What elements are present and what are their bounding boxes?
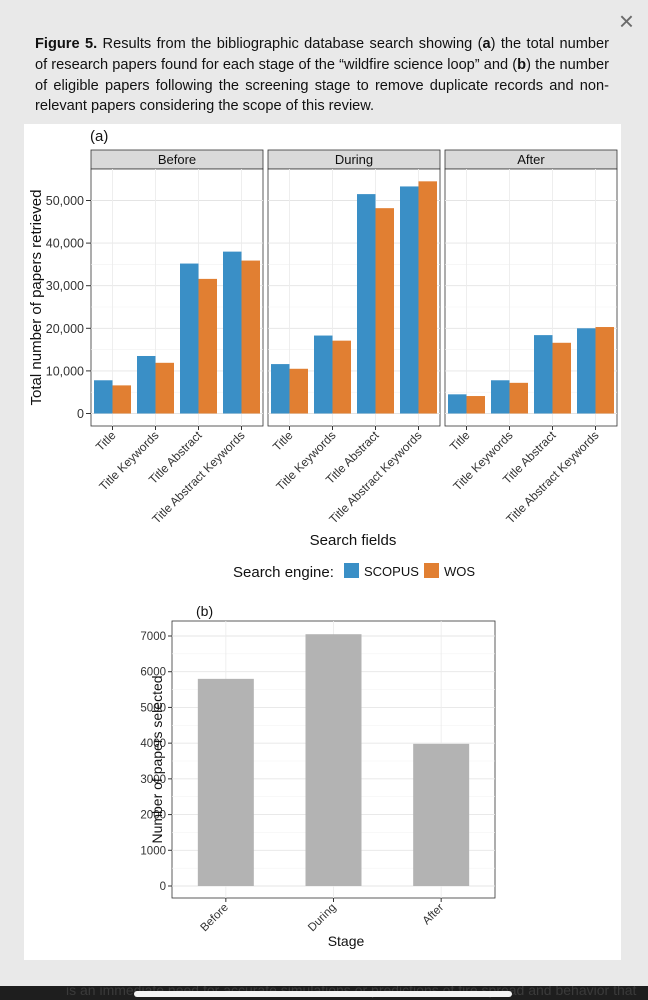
chart-a-bar-wos [418, 181, 437, 414]
chart-a-facet-label: During [335, 152, 373, 167]
chart-b-bar [305, 634, 362, 886]
chart-a-bar-wos [112, 385, 131, 414]
legend-label-wos: WOS [444, 564, 475, 579]
chart-b-xtick-label: Before [199, 902, 231, 934]
chart-a-bar-scopus [180, 263, 199, 414]
chart-a-facet-label: After [517, 152, 545, 167]
chart-a-bar-wos [375, 208, 394, 414]
chart-b-xtick-label: During [306, 902, 338, 934]
chart-a-bar-scopus [271, 364, 290, 414]
chart-a-ytick-label: 30,000 [46, 279, 84, 293]
caption-text-1: Results from the bibliographic database … [97, 36, 483, 52]
chart-b-xtick-label: After [421, 902, 447, 928]
chart-b-ytick-label: 2000 [140, 810, 166, 822]
chart-a-bar-wos [332, 340, 351, 414]
chart-a-bar-scopus [577, 328, 596, 414]
legend-label-scopus: SCOPUS [364, 564, 419, 579]
chart-a-bar-scopus [448, 394, 467, 414]
chart-b-ytick-label: 6000 [140, 667, 166, 679]
chart-a-y-axis-title: Total number of papers retrieved [28, 190, 45, 406]
chart-a-bar-scopus [400, 186, 419, 414]
chart-a-xtick-label: Title [447, 428, 473, 454]
figure-panel: (a) 0 10,000 20,000 30,000 40,000 50,000 Total … [24, 124, 621, 960]
chart-a-bar-scopus [314, 335, 333, 414]
chart-a-bar-scopus [223, 251, 242, 414]
chart-b-ytick-label: 3000 [140, 774, 166, 786]
chart-a-ytick-label: 20,000 [46, 322, 84, 336]
chart-a-bar-scopus [137, 355, 156, 414]
chart-a-bar-wos [595, 327, 614, 414]
chart-a-ytick-label: 50,000 [46, 194, 84, 208]
chart-a-bar-scopus [534, 335, 553, 414]
caption-text-3: ) the number of eligible papers followin… [35, 56, 609, 115]
chart-a-ytick-label: 40,000 [46, 237, 84, 251]
chart-a-facet-label: Before [158, 152, 196, 167]
figure-label: Figure 5. [35, 36, 98, 52]
chart-a-legend: Search engine: SCOPUS WOS [233, 563, 475, 581]
chart-b-ytick-label: 5000 [140, 702, 166, 714]
figure-caption: Figure 5. Results from the bibliographic… [35, 34, 609, 117]
chart-a-ytick-label: 0 [77, 407, 84, 421]
caption-text-2: ) the total number of research papers fo… [35, 36, 609, 73]
chart-a-bar-scopus [94, 380, 113, 414]
chart-b-bar [413, 743, 470, 886]
home-indicator[interactable] [134, 991, 512, 997]
chart-b-ytick-label: 4000 [140, 738, 166, 750]
chart-a-bar-wos [241, 260, 260, 414]
chart-a-x-axis-title: Search fields [310, 532, 397, 549]
chart-b-panel-label: (b) [196, 603, 213, 619]
chart-a: (a) 0 10,000 20,000 30,000 40,000 50,000Total … [28, 128, 618, 549]
chart-b-ytick-label: 7000 [140, 631, 166, 643]
chart-a-panel-label: (a) [90, 128, 108, 145]
chart-a-bar-scopus [357, 194, 376, 414]
close-icon[interactable]: × [618, 6, 634, 36]
chart-a-bar-wos [198, 278, 217, 414]
chart-b-ytick-label: 1000 [140, 845, 166, 857]
chart-a-xtick-label: Title [270, 428, 296, 454]
legend-title: Search engine: [233, 564, 334, 581]
chart-b-y-axis-title: Number of papers selected [149, 675, 165, 843]
chart-a-bar-wos [155, 362, 174, 414]
chart-a-bar-wos [552, 342, 571, 414]
figure-svg: (a) 0 10,000 20,000 30,000 40,000 50,000Total … [28, 128, 618, 949]
chart-b-x-axis-title: Stage [328, 933, 365, 949]
chart-a-bar-wos [466, 396, 485, 414]
legend-swatch-scopus [344, 563, 359, 578]
chart-a-bar-scopus [491, 380, 510, 414]
chart-b: (b) 0 1000 2000 3000 4000 5000 6000 7000 Before Du… [140, 603, 496, 949]
chart-b-ytick-label: 0 [160, 881, 166, 893]
legend-swatch-wos [424, 563, 439, 578]
chart-a-bar-wos [509, 382, 528, 414]
chart-b-bar [197, 678, 254, 886]
chart-a-bar-wos [289, 368, 308, 414]
chart-a-ytick-label: 10,000 [46, 364, 84, 378]
chart-a-xtick-label: Title [93, 428, 119, 454]
caption-letter-b: b [517, 56, 527, 73]
caption-letter-a: a [482, 36, 491, 52]
